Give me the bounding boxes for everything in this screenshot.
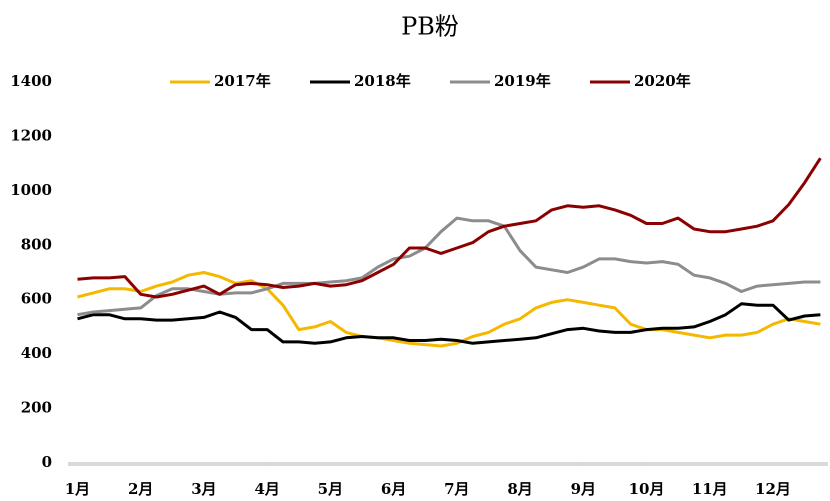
- y-tick-label: 200: [21, 399, 52, 417]
- series-line: [77, 216, 821, 317]
- x-tick-label: 11月: [692, 480, 728, 498]
- series-line: [77, 157, 822, 299]
- legend-label: 2017年: [214, 72, 271, 90]
- y-tick-label: 0: [42, 453, 52, 471]
- y-tick-label: 1200: [10, 126, 52, 144]
- y-tick-label: 1400: [10, 72, 52, 90]
- x-tick-label: 8月: [507, 480, 532, 498]
- x-tick-label: 2月: [128, 480, 153, 498]
- legend-label: 2019年: [494, 72, 551, 90]
- y-tick-label: 600: [21, 290, 52, 308]
- legend-label: 2020年: [634, 72, 691, 90]
- chart-title: PB粉: [401, 13, 459, 41]
- legend-label: 2018年: [354, 72, 411, 90]
- x-tick-label: 9月: [571, 480, 596, 498]
- x-tick-label: 12月: [755, 480, 791, 498]
- x-tick-label: 10月: [629, 480, 665, 498]
- y-tick-label: 800: [21, 235, 52, 253]
- y-tick-label: 400: [21, 344, 52, 362]
- x-tick-label: 5月: [318, 480, 343, 498]
- y-tick-label: 1000: [10, 181, 52, 199]
- x-tick-label: 3月: [191, 480, 216, 498]
- x-tick-label: 1月: [65, 480, 90, 498]
- x-tick-label: 7月: [444, 480, 469, 498]
- series-line: [77, 302, 821, 345]
- x-tick-label: 6月: [381, 480, 406, 498]
- x-tick-label: 4月: [254, 480, 279, 498]
- series-line: [77, 271, 821, 348]
